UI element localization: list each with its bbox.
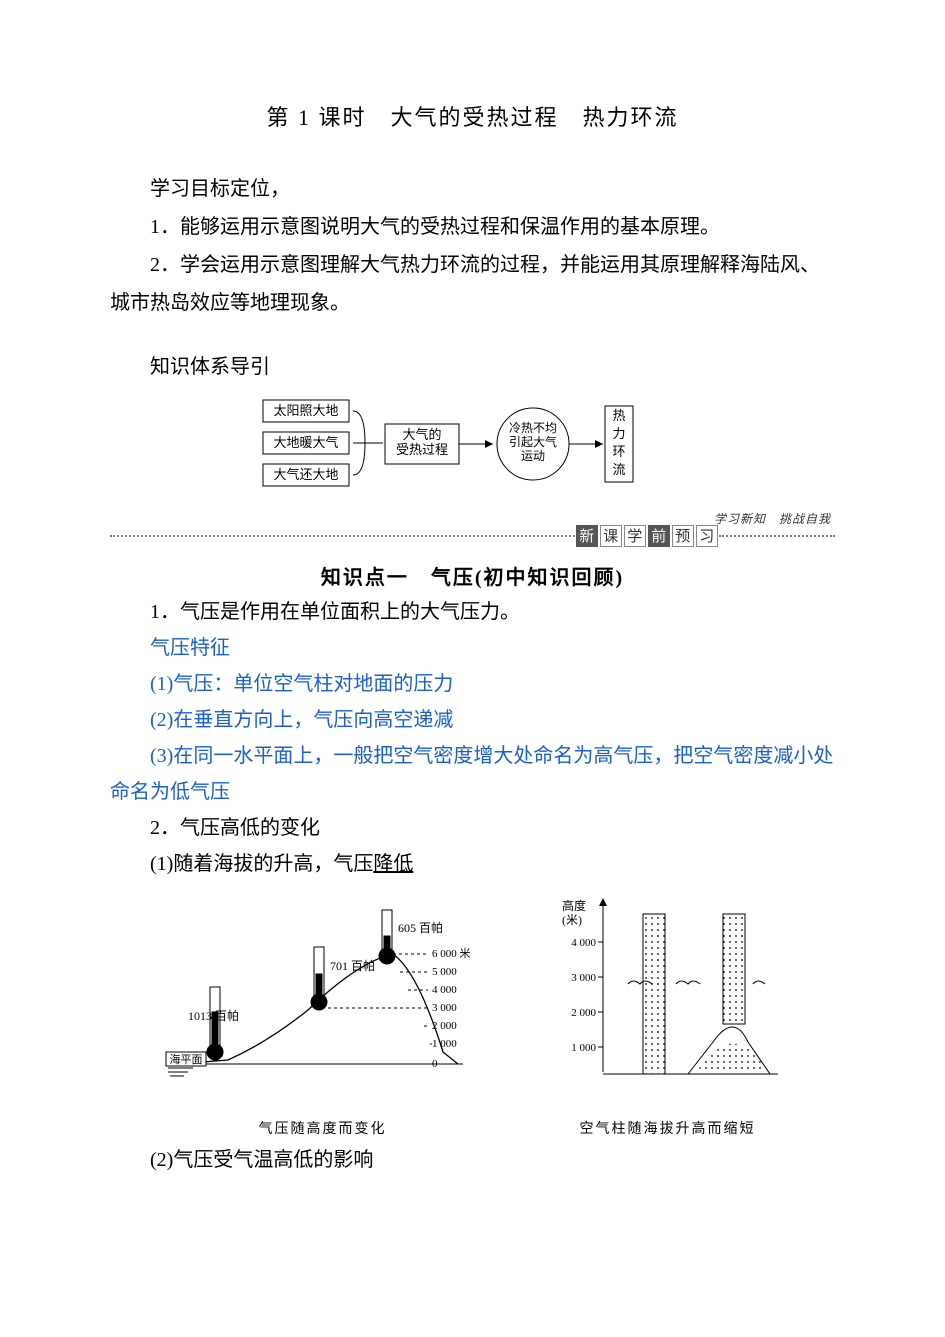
objective-1: 1．能够运用示意图说明大气的受热过程和保温作用的基本原理。	[110, 208, 835, 246]
figure-row: 1013 百帕 701 百帕 605 百帕	[110, 892, 835, 1138]
flow-circle-l3: 运动	[520, 449, 544, 463]
figure-2-caption: 空气柱随海拔升高而缩短	[548, 1118, 788, 1138]
knowledge-point-1-title: 知识点一 气压(初中知识回顾)	[110, 561, 835, 590]
figure-2: 高度 (米) 4 000 3 000 2 000 1 000	[548, 892, 788, 1138]
divider-dots-left	[110, 535, 575, 537]
figure-1-svg: 1013 百帕 701 百帕 605 百帕	[158, 892, 488, 1107]
fig1-alt-1: 1 000	[432, 1038, 457, 1050]
banner-char-5: 习	[696, 525, 718, 547]
fig1-p3: 605 百帕	[398, 920, 443, 935]
fig1-alt-6: 6 000 米	[432, 947, 471, 960]
fig2-t4: 4 000	[571, 937, 596, 949]
fig1-alt-4: 4 000	[432, 984, 457, 996]
objective-2: 2．学会运用示意图理解大气热力环流的过程，并能运用其原理解释海陆风、城市热岛效应…	[110, 246, 835, 322]
lesson-title: 第 1 课时 大气的受热过程 热力环流	[110, 100, 835, 132]
figure-1-caption: 气压随高度而变化	[158, 1118, 488, 1138]
flow-right-2: 力	[612, 426, 625, 441]
knowledge-flow-diagram: 太阳照大地 大地暖大气 大气还大地 大气的 受热过程 冷热不均 引起大气 运动	[110, 394, 835, 494]
figure-1: 1013 百帕 701 百帕 605 百帕	[158, 892, 488, 1138]
flow-right-1: 热	[612, 408, 625, 423]
flow-box-1: 太阳照大地	[273, 403, 338, 418]
kp1-line-1: 1．气压是作用在单位面积上的大气压力。	[110, 594, 835, 630]
flow-right-4: 流	[612, 462, 625, 477]
kp1-blue-3-text: (3)在同一水平面上，一般把空气密度增大处命名为高气压，把空气密度减小处命名为低…	[110, 745, 833, 803]
banner-char-4: 预	[672, 525, 694, 547]
flow-mid-line2: 受热过程	[395, 442, 447, 457]
kp1-blue-2: (2)在垂直方向上，气压向高空递减	[110, 702, 835, 738]
fig1-alt-0: 0	[432, 1058, 438, 1070]
kp1-2a-underline: 降低	[373, 853, 413, 875]
fig2-t3: 3 000	[571, 972, 596, 984]
flow-svg: 太阳照大地 大地暖大气 大气还大地 大气的 受热过程 冷热不均 引起大气 运动	[253, 394, 693, 494]
banner-char-1: 课	[600, 525, 622, 547]
kp1-2a-pre: (1)随着海拔的升高，气压	[150, 853, 373, 875]
kp1-blue-1: (1)气压：单位空气柱对地面的压力	[110, 666, 835, 702]
divider-dots-right	[719, 535, 835, 537]
kp1-line-2a: (1)随着海拔的升高，气压降低	[110, 846, 835, 882]
objectives-heading: 学习目标定位，	[110, 170, 835, 208]
flow-mid-line1: 大气的	[402, 427, 441, 442]
fig1-alt-5: 5 000	[432, 966, 457, 978]
figure-2-svg: 高度 (米) 4 000 3 000 2 000 1 000	[548, 892, 788, 1107]
kp1-line-2: 2．气压高低的变化	[110, 810, 835, 846]
section-banner: 新 课 学 前 预 习	[575, 525, 719, 547]
kp1-line-2b: (2)气压受气温高低的影响	[110, 1142, 835, 1178]
fig2-ylab-2: (米)	[562, 913, 582, 927]
flow-right-3: 环	[612, 444, 625, 459]
fig1-p2: 701 百帕	[330, 958, 375, 973]
divider-right-note: 学习新知 挑战自我	[714, 510, 835, 527]
document-page: 第 1 课时 大气的受热过程 热力环流 学习目标定位， 1．能够运用示意图说明大…	[0, 0, 945, 1238]
fig2-t2: 2 000	[571, 1007, 596, 1019]
banner-char-2: 学	[624, 525, 646, 547]
fig1-sea-label: 海平面	[169, 1052, 202, 1066]
flow-circle-l2: 引起大气	[508, 434, 556, 449]
kp1-feature-heading: 气压特征	[110, 630, 835, 666]
banner-char-3: 前	[648, 525, 670, 547]
fig1-p1: 1013 百帕	[188, 1008, 239, 1023]
fig2-t1: 1 000	[571, 1042, 596, 1054]
knowledge-system-heading: 知识体系导引	[110, 348, 835, 386]
fig1-alt-2: 2 000	[432, 1020, 457, 1032]
flow-box-3: 大气还大地	[273, 467, 338, 482]
section-divider-line: 新 课 学 前 预 习	[110, 525, 835, 547]
kp1-blue-3: (3)在同一水平面上，一般把空气密度增大处命名为高气压，把空气密度减小处命名为低…	[110, 738, 835, 810]
banner-char-0: 新	[576, 525, 598, 547]
fig1-alt-3: 3 000	[432, 1002, 457, 1014]
flow-circle-l1: 冷热不均	[508, 421, 556, 435]
fig2-ylab-1: 高度	[562, 898, 586, 913]
flow-box-2: 大地暖大气	[273, 435, 338, 450]
